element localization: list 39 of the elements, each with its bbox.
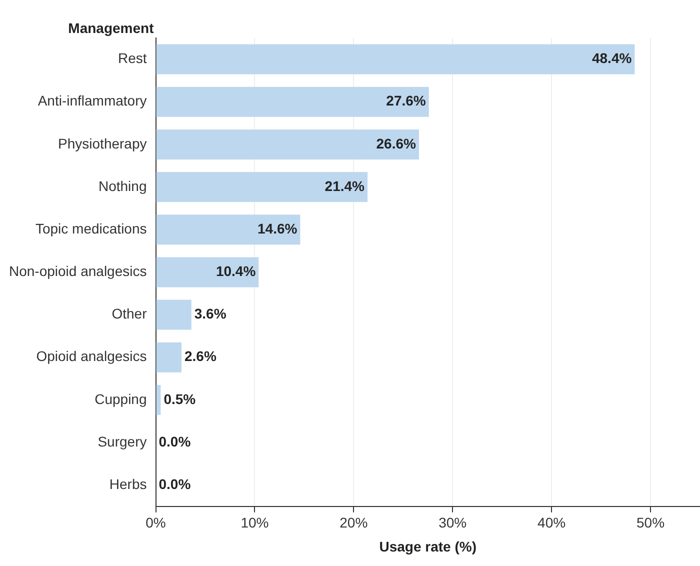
bar — [156, 44, 635, 74]
x-tick-label: 0% — [146, 514, 166, 531]
y-tick-label: Physiotherapy — [58, 135, 147, 152]
bar — [156, 172, 368, 202]
y-tick-label: Nothing — [98, 178, 147, 194]
x-tick-label: 30% — [438, 514, 467, 531]
x-tick-label: 10% — [240, 514, 269, 531]
data-label: 27.6% — [386, 92, 426, 109]
data-label: 0.5% — [164, 390, 196, 407]
bar — [156, 129, 419, 160]
bar — [156, 86, 429, 117]
x-axis-title: Usage rate (%) — [379, 538, 477, 554]
y-tick-label: Topic medications — [35, 220, 147, 236]
y-tick-label: Rest — [118, 50, 147, 66]
y-tick-label: Non-opioid analgesics — [8, 263, 147, 280]
x-tick-label: 40% — [538, 514, 566, 531]
x-tick-label: 20% — [340, 514, 368, 531]
data-label: 21.4% — [324, 178, 366, 194]
data-label: 0.0% — [158, 433, 192, 450]
y-tick-label: Surgery — [98, 433, 147, 450]
y-tick-label: Other — [112, 306, 148, 322]
data-label: 48.4% — [592, 50, 632, 66]
data-label: 3.6% — [194, 306, 227, 322]
bar — [156, 214, 300, 245]
y-tick-label: Anti-inflammatory — [38, 92, 147, 109]
y-tick-label: Cupping — [94, 390, 147, 407]
data-label: 0.0% — [158, 476, 192, 492]
data-label: 2.6% — [184, 348, 217, 364]
bar — [156, 300, 192, 330]
y-tick-label: Opioid analgesics — [36, 348, 147, 364]
bar — [156, 257, 259, 288]
bar — [156, 342, 182, 372]
data-label: 10.4% — [216, 263, 256, 280]
y-axis-title: Management — [68, 20, 154, 36]
x-tick-label: 50% — [636, 514, 665, 531]
data-label: 14.6% — [258, 220, 298, 236]
data-label: 26.6% — [376, 135, 417, 152]
y-tick-label: Herbs — [109, 476, 147, 492]
bar — [156, 384, 161, 415]
